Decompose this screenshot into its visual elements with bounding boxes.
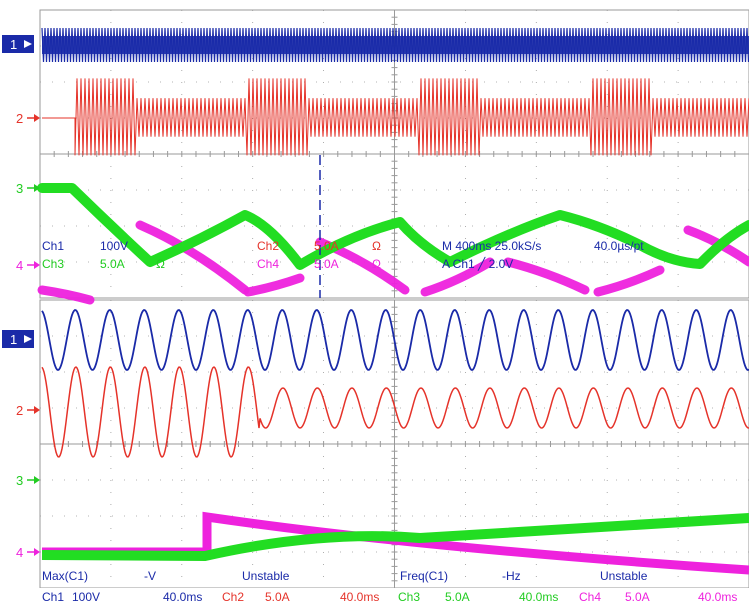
- ch1-scale: 100V: [100, 239, 128, 253]
- ch2-trace-top: [42, 78, 749, 156]
- ch3-scale: 5.0A: [100, 257, 125, 271]
- measurement-1-value: -V: [144, 569, 156, 583]
- ch2-trace-bottom: [41, 366, 749, 458]
- ch4-trace-top: [593, 265, 665, 297]
- marker-label: 4: [16, 545, 23, 560]
- channel-marker-2: 2: [16, 403, 40, 418]
- status-ch1: Ch1 100V 40.0ms: [42, 590, 202, 604]
- status-ch4: Ch4 5.0A 40.0ms: [579, 590, 737, 604]
- ch4-trace-top: [503, 257, 590, 295]
- ch4-trace-bottom: [42, 511, 749, 575]
- timebase: M 400ms 25.0kS/s: [442, 239, 541, 253]
- ch3-trace-bottom: [41, 513, 749, 562]
- measurement-2-value: -Hz: [502, 569, 521, 583]
- marker-label: 3: [16, 181, 23, 196]
- marker-arrow: [24, 40, 32, 48]
- marker-arrow: [34, 406, 40, 414]
- ch1-name: Ch1: [42, 239, 64, 253]
- measurement-2-label: Freq(C1): [400, 569, 448, 583]
- record-length: 40.0µs/pt: [594, 239, 644, 253]
- trigger-setting: A Ch1 ╱ 2.0V: [442, 256, 513, 271]
- marker-label: 2: [16, 403, 23, 418]
- marker-label: 2: [16, 111, 23, 126]
- channel-marker-3: 3: [16, 181, 40, 196]
- status-bar: Ch1 100V 40.0ms Ch2 5.0A 40.0ms Ch3 5.0A…: [0, 588, 749, 608]
- bottom-channel-markers: 1 2 3 4: [2, 330, 40, 560]
- status-ch2-name: Ch2: [222, 590, 244, 604]
- status-ch2-time: 40.0ms: [340, 590, 379, 604]
- status-ch1-name: Ch1: [42, 590, 64, 604]
- ch4-trace-top: [420, 257, 495, 297]
- channel-marker-3: 3: [16, 473, 40, 488]
- status-ch3-time: 40.0ms: [519, 590, 558, 604]
- status-ch4-name: Ch4: [579, 590, 601, 604]
- ch4-trace-top: [37, 285, 95, 305]
- marker-label: 3: [16, 473, 23, 488]
- bottom-traces: [41, 309, 749, 575]
- measurements: Max(C1) -V Unstable Freq(C1) -Hz Unstabl…: [42, 569, 648, 583]
- status-ch3-scale: 5.0A: [445, 590, 470, 604]
- marker-box: [2, 330, 34, 348]
- marker-arrow: [34, 476, 40, 484]
- ch4-trace-top: [135, 220, 250, 295]
- ch3-trace-top: [37, 183, 749, 270]
- marker-arrow: [34, 114, 40, 122]
- marker-arrow: [34, 184, 40, 192]
- measurement-1-label: Max(C1): [42, 569, 88, 583]
- status-ch1-time: 40.0ms: [163, 590, 202, 604]
- ch4-trace-top: [243, 273, 305, 297]
- status-ch2: Ch2 5.0A 40.0ms: [222, 590, 379, 604]
- ch4-scale: 5.0A: [314, 257, 339, 271]
- marker-arrow: [34, 261, 40, 269]
- marker-box: [2, 35, 34, 53]
- ch3-unit: Ω: [156, 257, 165, 271]
- ch2-scale: 5.0A: [314, 239, 339, 253]
- ch1-envelope-top: [42, 36, 749, 54]
- status-ch4-scale: 5.0A: [625, 590, 650, 604]
- top-traces: [37, 27, 749, 305]
- ch1-trace-bottom: [41, 309, 749, 372]
- channel-marker-2: 2: [16, 111, 40, 126]
- top-channel-markers: 1 2 3 4: [2, 35, 40, 273]
- status-bar-bg: [0, 588, 749, 608]
- measurement-2-status: Unstable: [600, 569, 648, 583]
- status-ch3-name: Ch3: [398, 590, 420, 604]
- marker-label: 4: [16, 258, 23, 273]
- ch2-unit: Ω: [372, 239, 381, 253]
- marker-label: 1: [10, 37, 17, 52]
- measurement-1-status: Unstable: [242, 569, 290, 583]
- channel-marker-1: 1: [2, 330, 34, 348]
- ch2-name: Ch2: [257, 239, 279, 253]
- marker-arrow: [24, 335, 32, 343]
- status-ch2-scale: 5.0A: [265, 590, 290, 604]
- channel-marker-4: 4: [16, 545, 40, 560]
- ch4-unit: Ω: [372, 257, 381, 271]
- status-ch3: Ch3 5.0A 40.0ms: [398, 590, 558, 604]
- ch3-name: Ch3: [42, 257, 64, 271]
- marker-arrow: [34, 548, 40, 556]
- marker-label: 1: [10, 332, 17, 347]
- status-ch4-time: 40.0ms: [698, 590, 737, 604]
- ch4-name: Ch4: [257, 257, 279, 271]
- channel-marker-4: 4: [16, 258, 40, 273]
- status-ch1-scale: 100V: [72, 590, 100, 604]
- channel-settings: Ch1 100V Ch3 5.0A Ω Ch2 5.0A Ω Ch4 5.0A …: [42, 239, 644, 271]
- channel-marker-1: 1: [2, 35, 34, 53]
